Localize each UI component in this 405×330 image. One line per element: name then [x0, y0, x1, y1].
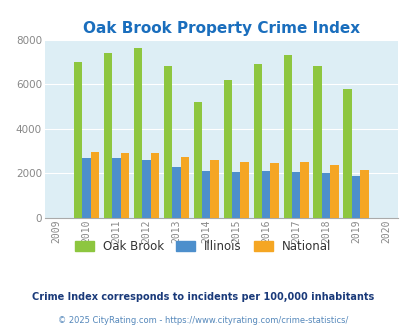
Bar — [142, 160, 150, 218]
Legend: Oak Brook, Illinois, National: Oak Brook, Illinois, National — [70, 236, 335, 258]
Bar — [202, 172, 210, 218]
Title: Oak Brook Property Crime Index: Oak Brook Property Crime Index — [83, 21, 359, 36]
Bar — [163, 66, 172, 218]
Bar — [329, 165, 338, 218]
Bar — [359, 170, 368, 218]
Bar — [351, 176, 359, 218]
Bar — [291, 172, 300, 218]
Bar — [300, 162, 308, 218]
Bar — [270, 163, 278, 218]
Bar — [261, 171, 270, 218]
Bar — [134, 48, 142, 218]
Text: © 2025 CityRating.com - https://www.cityrating.com/crime-statistics/: © 2025 CityRating.com - https://www.city… — [58, 316, 347, 325]
Bar — [150, 153, 159, 218]
Bar — [91, 152, 99, 218]
Bar — [321, 173, 329, 218]
Bar — [223, 80, 232, 218]
Bar — [82, 158, 91, 218]
Bar — [240, 162, 248, 218]
Bar — [172, 167, 180, 218]
Bar — [253, 64, 261, 218]
Bar — [180, 156, 188, 218]
Bar — [232, 172, 240, 218]
Bar — [313, 66, 321, 218]
Bar — [343, 89, 351, 218]
Bar — [74, 62, 82, 218]
Bar — [104, 52, 112, 218]
Text: Crime Index corresponds to incidents per 100,000 inhabitants: Crime Index corresponds to incidents per… — [32, 292, 373, 302]
Bar — [210, 160, 218, 218]
Bar — [120, 153, 129, 218]
Bar — [112, 158, 120, 218]
Bar — [283, 55, 291, 218]
Bar — [193, 102, 202, 218]
